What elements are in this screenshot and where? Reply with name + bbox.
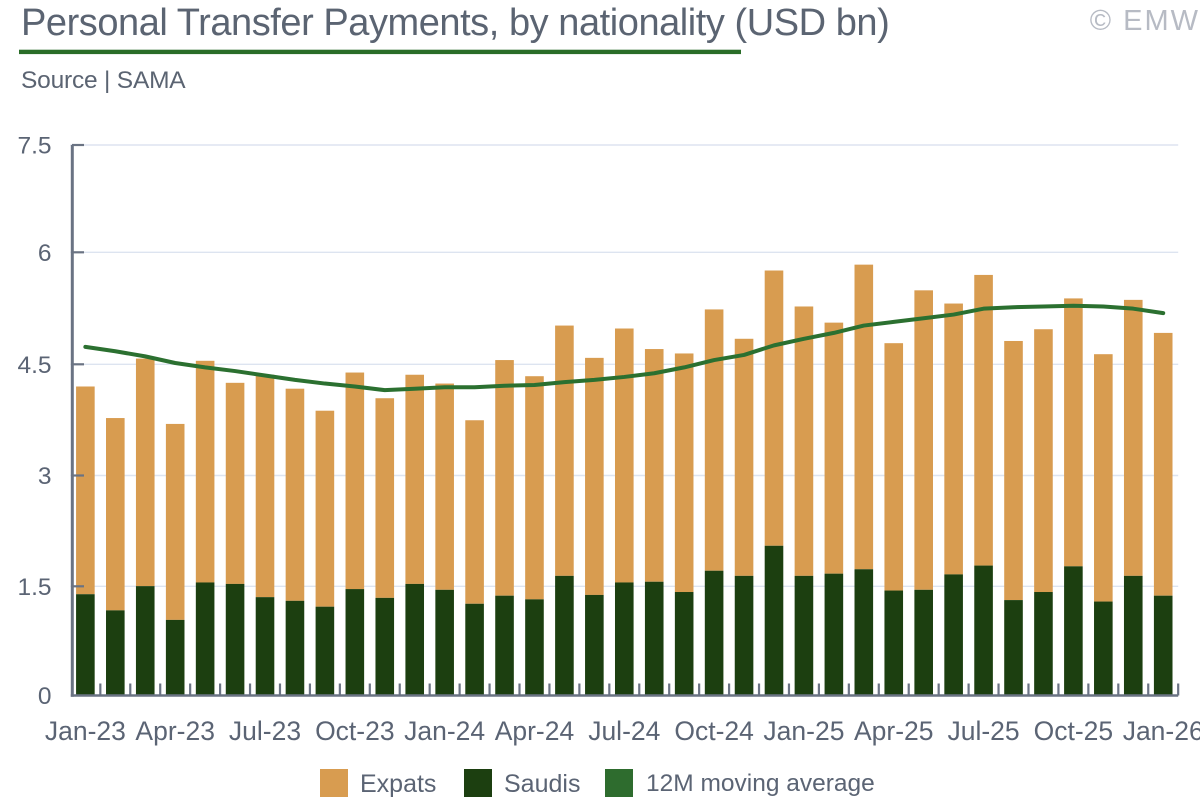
svg-text:Jan-24: Jan-24 (404, 716, 485, 746)
svg-text:Oct-24: Oct-24 (674, 716, 754, 746)
svg-text:© EMW: © EMW (1090, 5, 1200, 37)
svg-text:0: 0 (38, 683, 52, 710)
svg-text:3: 3 (38, 463, 52, 490)
svg-text:1.5: 1.5 (17, 574, 51, 601)
svg-text:7.5: 7.5 (17, 133, 51, 160)
svg-text:6: 6 (38, 240, 52, 267)
svg-text:Apr-24: Apr-24 (495, 716, 575, 746)
svg-text:Oct-25: Oct-25 (1034, 716, 1114, 746)
svg-text:Expats: Expats (360, 770, 436, 798)
svg-text:Source | SAMA: Source | SAMA (21, 67, 186, 94)
svg-text:12M moving average: 12M moving average (646, 770, 875, 797)
svg-text:Saudis: Saudis (504, 770, 580, 798)
svg-text:Apr-25: Apr-25 (854, 716, 934, 746)
svg-text:4.5: 4.5 (17, 352, 51, 379)
svg-text:Jul-25: Jul-25 (947, 716, 1019, 746)
svg-text:Apr-23: Apr-23 (135, 716, 215, 746)
svg-text:Jan-25: Jan-25 (763, 716, 844, 746)
svg-text:Personal Transfer Payments, by: Personal Transfer Payments, by nationali… (21, 2, 889, 44)
svg-text:Jan-26: Jan-26 (1123, 716, 1200, 746)
svg-text:Oct-23: Oct-23 (315, 716, 395, 746)
svg-text:Jan-23: Jan-23 (45, 716, 126, 746)
svg-text:Jul-24: Jul-24 (588, 716, 660, 746)
svg-text:Jul-23: Jul-23 (229, 716, 301, 746)
